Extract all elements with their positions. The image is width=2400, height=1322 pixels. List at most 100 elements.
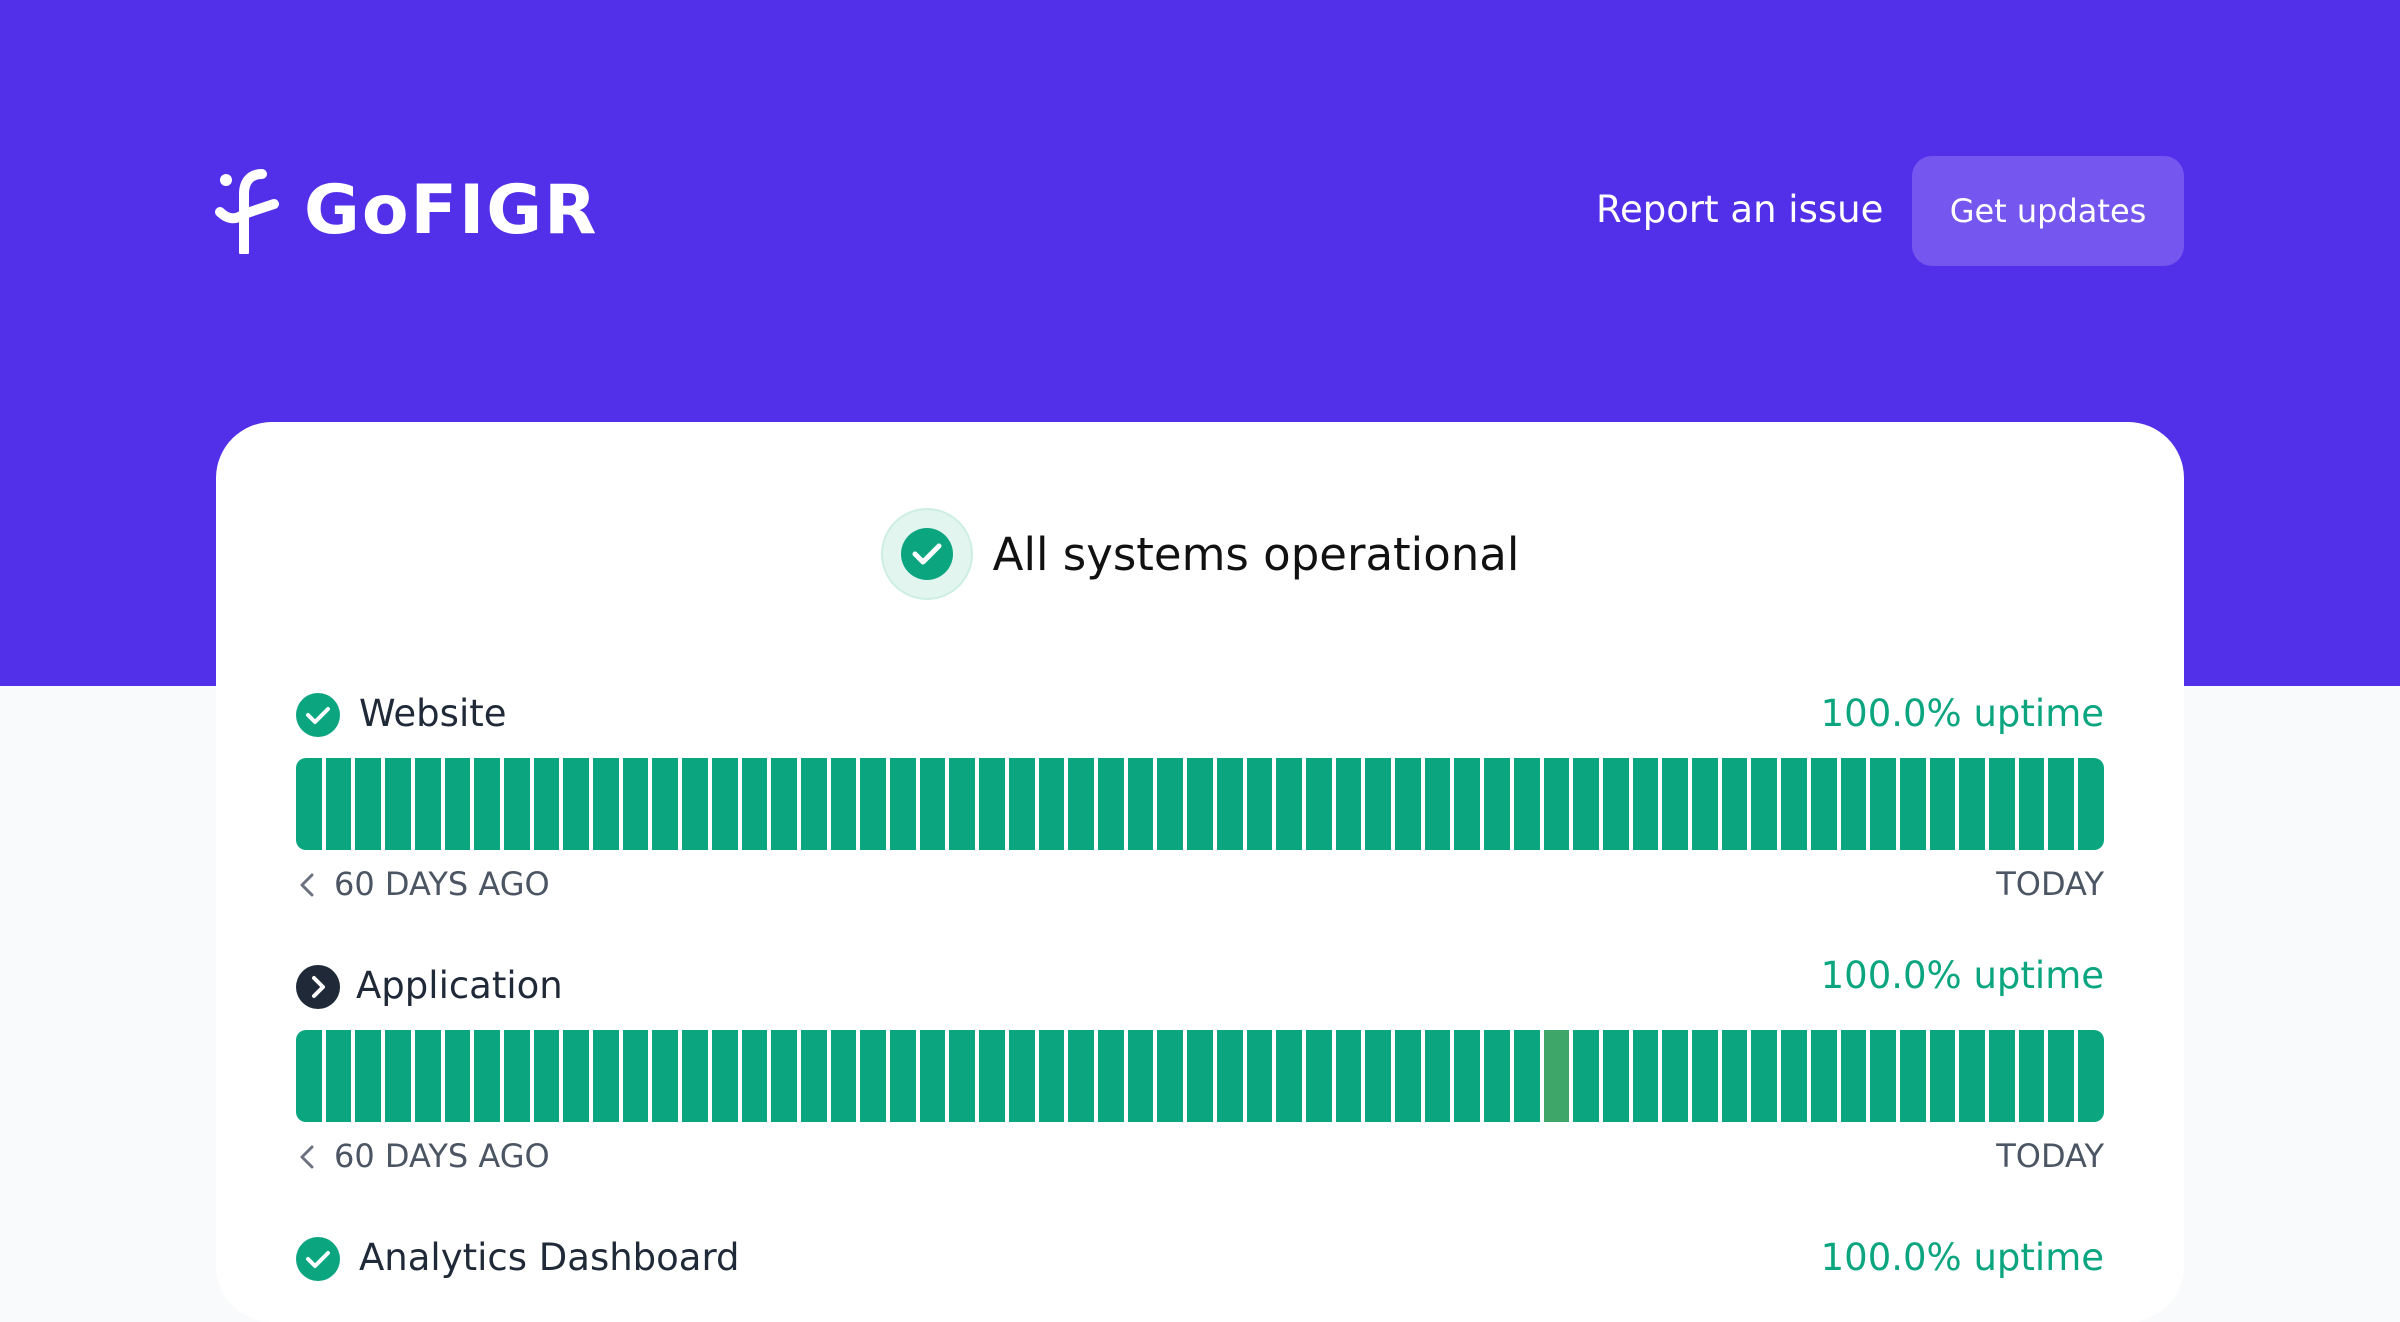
uptime-day-bar[interactable] (800, 1030, 827, 1122)
uptime-day-bar[interactable] (1573, 1030, 1599, 1122)
uptime-day-bar[interactable] (1662, 1030, 1689, 1122)
uptime-day-bar[interactable] (979, 1030, 1005, 1122)
uptime-day-bar[interactable] (1246, 758, 1273, 850)
uptime-day-bar[interactable] (1097, 758, 1124, 850)
uptime-day-bar[interactable] (711, 1030, 738, 1122)
uptime-day-bar[interactable] (1305, 1030, 1332, 1122)
uptime-day-bar[interactable] (979, 758, 1005, 850)
uptime-day-bar[interactable] (1484, 758, 1510, 850)
uptime-day-bar[interactable] (1484, 1030, 1510, 1122)
uptime-day-bar[interactable] (355, 758, 382, 850)
uptime-day-bar[interactable] (1870, 1030, 1896, 1122)
uptime-day-bar[interactable] (1276, 1030, 1302, 1122)
uptime-day-bar[interactable] (919, 758, 946, 850)
uptime-day-bar[interactable] (1810, 1030, 1837, 1122)
uptime-day-bar[interactable] (355, 1030, 382, 1122)
uptime-day-bar[interactable] (1662, 758, 1689, 850)
uptime-day-bar[interactable] (830, 758, 857, 850)
uptime-day-bar[interactable] (325, 1030, 352, 1122)
uptime-day-bar[interactable] (1424, 1030, 1451, 1122)
uptime-day-bar[interactable] (1513, 758, 1540, 850)
gofigr-logo[interactable]: GoFIGR (214, 168, 598, 254)
uptime-day-bar[interactable] (1692, 1030, 1718, 1122)
uptime-day-bar[interactable] (890, 758, 916, 850)
uptime-day-bar[interactable] (1424, 758, 1451, 850)
uptime-day-bar[interactable] (1840, 1030, 1867, 1122)
uptime-day-bar[interactable] (503, 1030, 530, 1122)
uptime-day-bar[interactable] (414, 758, 441, 850)
uptime-day-bar[interactable] (1781, 758, 1807, 850)
uptime-day-bar[interactable] (503, 758, 530, 850)
uptime-day-bar[interactable] (296, 1030, 322, 1122)
uptime-day-bar[interactable] (1454, 1030, 1481, 1122)
uptime-day-bar[interactable] (2018, 758, 2045, 850)
uptime-day-bar[interactable] (1721, 1030, 1748, 1122)
uptime-day-bar[interactable] (890, 1030, 916, 1122)
uptime-day-bar[interactable] (771, 1030, 797, 1122)
uptime-day-bar[interactable] (563, 1030, 590, 1122)
uptime-day-bar[interactable] (682, 1030, 708, 1122)
uptime-day-bar[interactable] (1008, 1030, 1035, 1122)
uptime-day-bar[interactable] (1365, 758, 1392, 850)
uptime-day-bar[interactable] (1395, 758, 1421, 850)
uptime-day-bar[interactable] (860, 1030, 887, 1122)
uptime-day-bar[interactable] (830, 1030, 857, 1122)
uptime-day-bar[interactable] (1989, 1030, 2015, 1122)
uptime-day-bar[interactable] (1216, 1030, 1243, 1122)
uptime-day-bar[interactable] (2078, 1030, 2104, 1122)
uptime-day-bar[interactable] (1365, 1030, 1392, 1122)
uptime-day-bar[interactable] (1899, 758, 1926, 850)
uptime-day-bar[interactable] (1127, 1030, 1154, 1122)
uptime-day-bar[interactable] (1157, 1030, 1184, 1122)
uptime-day-bar[interactable] (1305, 758, 1332, 850)
uptime-day-bar[interactable] (741, 758, 768, 850)
uptime-day-bar[interactable] (1543, 758, 1570, 850)
uptime-day-bar[interactable] (1751, 1030, 1778, 1122)
uptime-day-bar[interactable] (1335, 1030, 1362, 1122)
uptime-day-bar[interactable] (296, 758, 322, 850)
uptime-day-bar[interactable] (622, 1030, 649, 1122)
uptime-day-bar[interactable] (711, 758, 738, 850)
uptime-day-bar[interactable] (1573, 758, 1599, 850)
uptime-day-bar[interactable] (593, 758, 619, 850)
uptime-day-bar[interactable] (741, 1030, 768, 1122)
uptime-day-bar[interactable] (1216, 758, 1243, 850)
uptime-day-bar[interactable] (1276, 758, 1302, 850)
uptime-day-bar[interactable] (563, 758, 590, 850)
get-updates-button[interactable]: Get updates (1912, 156, 2184, 266)
uptime-day-bar[interactable] (444, 1030, 471, 1122)
uptime-day-bar[interactable] (474, 758, 500, 850)
uptime-day-bar[interactable] (860, 758, 887, 850)
uptime-day-bar[interactable] (1187, 1030, 1213, 1122)
uptime-day-bar[interactable] (949, 758, 976, 850)
uptime-day-bar[interactable] (414, 1030, 441, 1122)
uptime-day-bar[interactable] (1899, 1030, 1926, 1122)
uptime-day-bar[interactable] (325, 758, 352, 850)
uptime-day-bar[interactable] (1335, 758, 1362, 850)
report-issue-link[interactable]: Report an issue (1596, 188, 1884, 231)
uptime-day-bar[interactable] (771, 758, 797, 850)
uptime-day-bar[interactable] (1395, 1030, 1421, 1122)
uptime-day-bar[interactable] (1959, 1030, 1986, 1122)
uptime-day-bar[interactable] (1038, 758, 1065, 850)
uptime-day-bar[interactable] (1810, 758, 1837, 850)
uptime-day-bar[interactable] (1781, 1030, 1807, 1122)
uptime-day-bar[interactable] (2078, 758, 2104, 850)
uptime-day-bar[interactable] (2018, 1030, 2045, 1122)
uptime-day-bar[interactable] (2048, 758, 2075, 850)
uptime-day-bar[interactable] (1543, 1030, 1570, 1122)
uptime-day-bar[interactable] (1038, 1030, 1065, 1122)
uptime-day-bar[interactable] (919, 1030, 946, 1122)
uptime-day-bar[interactable] (2048, 1030, 2075, 1122)
uptime-day-bar[interactable] (1751, 758, 1778, 850)
uptime-day-bar[interactable] (622, 758, 649, 850)
uptime-day-bar[interactable] (1870, 758, 1896, 850)
uptime-day-bar[interactable] (1513, 1030, 1540, 1122)
uptime-day-bar[interactable] (1187, 758, 1213, 850)
uptime-day-bar[interactable] (1840, 758, 1867, 850)
uptime-day-bar[interactable] (1246, 1030, 1273, 1122)
uptime-day-bar[interactable] (385, 758, 411, 850)
uptime-day-bar[interactable] (1602, 1030, 1629, 1122)
uptime-day-bar[interactable] (385, 1030, 411, 1122)
uptime-day-bar[interactable] (533, 1030, 560, 1122)
